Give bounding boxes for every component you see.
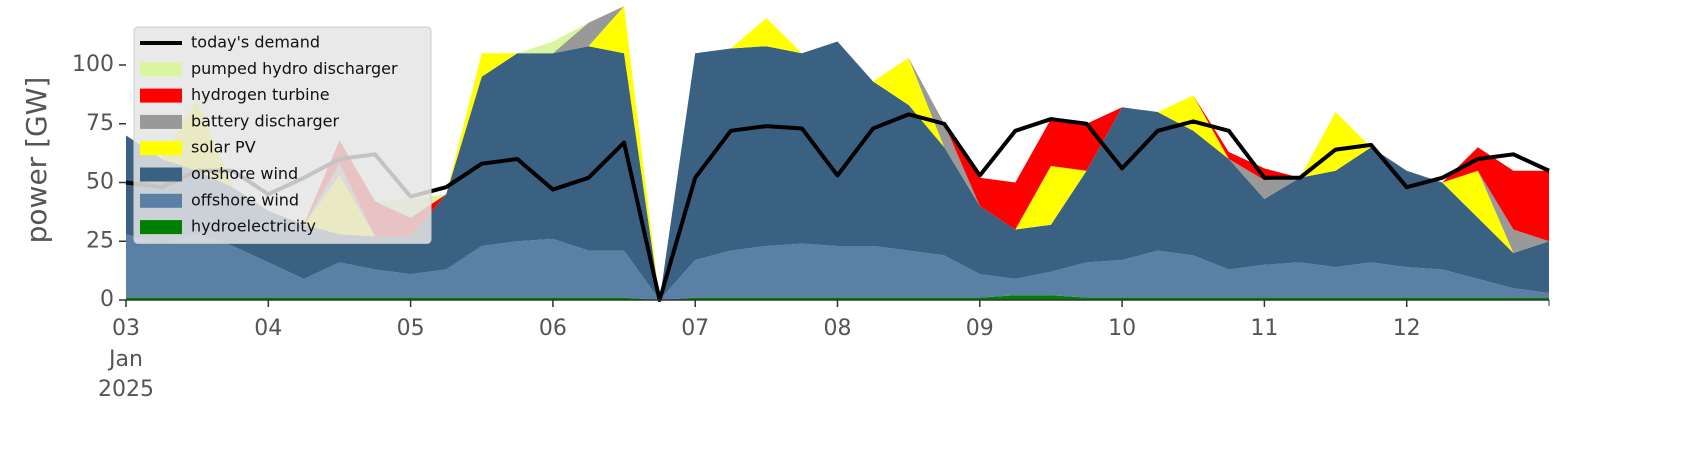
legend-swatch [140, 62, 182, 77]
legend-swatch [140, 193, 182, 208]
y-tick-label: 100 [72, 52, 114, 77]
legend-label: today's demand [191, 33, 320, 52]
legend-label: offshore wind [191, 190, 299, 209]
legend-label: onshore wind [191, 164, 298, 183]
x-tick-label: 07 [681, 316, 709, 341]
x-tick-label: 11 [1250, 316, 1278, 341]
x-tick-label: 09 [966, 316, 994, 341]
area [126, 234, 1549, 300]
legend-swatch [140, 88, 182, 103]
y-tick-label: 50 [86, 170, 114, 195]
x-tick-sublabel: Jan [107, 347, 143, 372]
area [126, 41, 1549, 300]
legend-box [133, 26, 432, 244]
legend-label: solar PV [191, 138, 256, 157]
axes: 0 25 50 75 100 03 Jan 2025 04 05 06 07 08 09 10 11 12 [72, 52, 1550, 402]
legend-label: pumped hydro discharger [191, 59, 398, 78]
x-tick-label: 06 [539, 316, 567, 341]
x-tick-label: 12 [1393, 316, 1421, 341]
x-tick-label: 03 [112, 316, 140, 341]
legend-swatch [140, 220, 182, 235]
legend-label: battery discharger [191, 111, 339, 130]
y-axis-label: power [GW] [20, 77, 53, 244]
x-tick-label: 05 [397, 316, 425, 341]
y-tick-label: 0 [100, 287, 114, 312]
legend: today's demand pumped hydro discharger hyd… [133, 26, 432, 244]
legend-label: hydrogen turbine [191, 85, 330, 104]
x-tick-label: 04 [254, 316, 282, 341]
x-tick-sublabel: 2025 [98, 377, 154, 402]
x-tick-label: 10 [1108, 316, 1136, 341]
legend-swatch [140, 167, 182, 182]
legend-swatch [140, 141, 182, 156]
y-tick-label: 25 [86, 228, 114, 253]
legend-swatch [140, 114, 182, 129]
legend-label: hydroelectricity [191, 217, 316, 236]
y-tick-label: 75 [86, 111, 114, 136]
plot-area [125, 6, 1550, 302]
x-tick-label: 08 [824, 316, 852, 341]
